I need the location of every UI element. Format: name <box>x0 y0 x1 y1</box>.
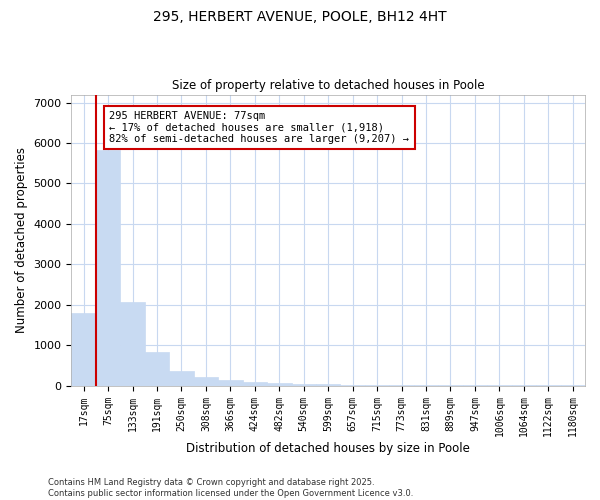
Bar <box>267 384 292 386</box>
Y-axis label: Number of detached properties: Number of detached properties <box>15 147 28 333</box>
Bar <box>316 384 340 386</box>
Bar <box>292 384 316 386</box>
Bar <box>145 352 169 386</box>
Bar <box>96 150 121 386</box>
Bar <box>365 385 389 386</box>
Bar <box>169 370 194 386</box>
Bar <box>194 376 218 386</box>
Bar <box>340 385 365 386</box>
Text: 295 HERBERT AVENUE: 77sqm
← 17% of detached houses are smaller (1,918)
82% of se: 295 HERBERT AVENUE: 77sqm ← 17% of detac… <box>109 110 409 144</box>
Bar <box>242 382 267 386</box>
Text: Contains HM Land Registry data © Crown copyright and database right 2025.
Contai: Contains HM Land Registry data © Crown c… <box>48 478 413 498</box>
X-axis label: Distribution of detached houses by size in Poole: Distribution of detached houses by size … <box>186 442 470 455</box>
Title: Size of property relative to detached houses in Poole: Size of property relative to detached ho… <box>172 79 485 92</box>
Text: 295, HERBERT AVENUE, POOLE, BH12 4HT: 295, HERBERT AVENUE, POOLE, BH12 4HT <box>153 10 447 24</box>
Bar <box>121 302 145 386</box>
Bar <box>71 313 96 386</box>
Bar <box>218 380 242 386</box>
